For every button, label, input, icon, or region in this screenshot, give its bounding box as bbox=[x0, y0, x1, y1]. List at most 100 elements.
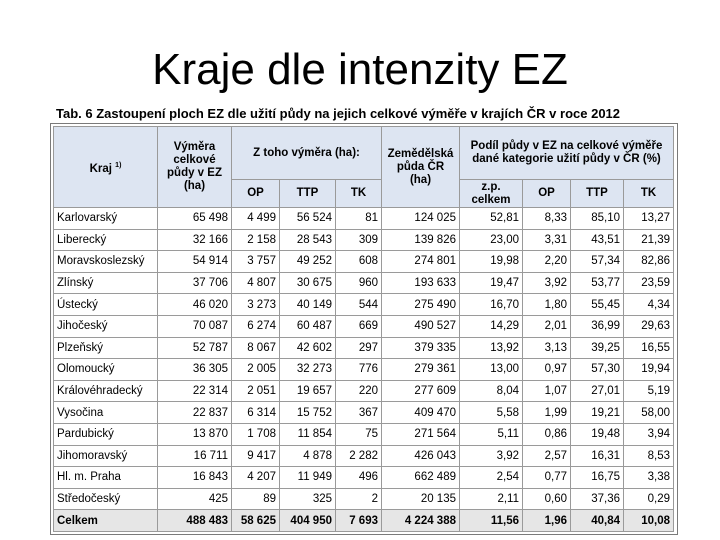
area-cell: 22 837 bbox=[157, 401, 232, 424]
tk-cell: 81 bbox=[335, 207, 382, 230]
share-total-cell: 3,92 bbox=[459, 444, 523, 468]
share-tk-cell: 8,53 bbox=[623, 444, 674, 468]
region-cell: Plzeňský bbox=[53, 336, 158, 360]
header-ttp: TTP bbox=[279, 179, 336, 208]
op-cell: 4 207 bbox=[231, 466, 280, 489]
agri-area-cell: 275 490 bbox=[381, 293, 460, 316]
region-cell: Zlínský bbox=[53, 271, 158, 295]
share-op-cell: 3,13 bbox=[522, 336, 571, 360]
agri-area-cell: 271 564 bbox=[381, 422, 460, 446]
share-total-cell: 2,54 bbox=[459, 466, 523, 489]
header-op: OP bbox=[231, 179, 280, 208]
share-total-cell: 19,98 bbox=[459, 250, 523, 273]
share-ttp-cell: 16,75 bbox=[570, 466, 624, 489]
region-cell: Celkem bbox=[53, 509, 158, 532]
agri-area-cell: 277 609 bbox=[381, 379, 460, 403]
table-frame: Kraj 1) Výměra celkové půdy v EZ (ha) Z … bbox=[50, 123, 678, 535]
region-cell: Jihomoravský bbox=[53, 444, 158, 468]
tk-cell: 7 693 bbox=[335, 509, 382, 532]
area-cell: 22 314 bbox=[157, 379, 232, 403]
table-body: Karlovarský 65 498 4 499 56 524 81 124 025 52,… bbox=[53, 207, 674, 532]
data-table: Kraj 1) Výměra celkové půdy v EZ (ha) Z … bbox=[53, 126, 674, 532]
agri-area-cell: 274 801 bbox=[381, 250, 460, 273]
table-row: Vysočina 22 837 6 314 15 752 367 409 470 5,58 1… bbox=[53, 401, 674, 424]
header-row-2: OP TTP TK z.p. celkem OP TTP TK bbox=[54, 179, 674, 208]
agri-area-cell: 279 361 bbox=[381, 358, 460, 381]
area-cell: 13 870 bbox=[157, 422, 232, 446]
area-cell: 425 bbox=[157, 487, 232, 511]
share-tk-cell: 29,63 bbox=[623, 314, 674, 338]
ttp-cell: 40 149 bbox=[279, 293, 336, 316]
share-ttp-cell: 19,21 bbox=[570, 401, 624, 424]
op-cell: 4 807 bbox=[231, 271, 280, 295]
area-cell: 16 843 bbox=[157, 466, 232, 489]
op-cell: 3 757 bbox=[231, 250, 280, 273]
share-tk-cell: 4,34 bbox=[623, 293, 674, 316]
tk-cell: 669 bbox=[335, 314, 382, 338]
region-cell: Olomoucký bbox=[53, 358, 158, 381]
table-row: Karlovarský 65 498 4 499 56 524 81 124 025 52,… bbox=[53, 207, 674, 230]
region-cell: Karlovarský bbox=[53, 207, 158, 230]
area-cell: 37 706 bbox=[157, 271, 232, 295]
agri-area-cell: 662 489 bbox=[381, 466, 460, 489]
share-tk-cell: 10,08 bbox=[623, 509, 674, 532]
area-cell: 54 914 bbox=[157, 250, 232, 273]
share-ttp-cell: 19,48 bbox=[570, 422, 624, 446]
ttp-cell: 42 602 bbox=[279, 336, 336, 360]
share-tk-cell: 3,38 bbox=[623, 466, 674, 489]
header-tk-pct: TK bbox=[623, 179, 674, 208]
share-total-cell: 14,29 bbox=[459, 314, 523, 338]
tk-cell: 960 bbox=[335, 271, 382, 295]
share-op-cell: 3,31 bbox=[522, 228, 571, 252]
agri-area-cell: 409 470 bbox=[381, 401, 460, 424]
table-row: Ústecký 46 020 3 273 40 149 544 275 490 16,70 1… bbox=[53, 293, 674, 316]
agri-area-cell: 139 826 bbox=[381, 228, 460, 252]
region-cell: Hl. m. Praha bbox=[53, 466, 158, 489]
share-total-cell: 8,04 bbox=[459, 379, 523, 403]
table-row: Plzeňský 52 787 8 067 42 602 297 379 335 13,92… bbox=[53, 336, 674, 360]
share-op-cell: 0,97 bbox=[522, 358, 571, 381]
share-ttp-cell: 36,99 bbox=[570, 314, 624, 338]
share-op-cell: 0,77 bbox=[522, 466, 571, 489]
area-cell: 46 020 bbox=[157, 293, 232, 316]
ttp-cell: 4 878 bbox=[279, 444, 336, 468]
share-ttp-cell: 39,25 bbox=[570, 336, 624, 360]
slide-title: Kraje dle intenzity EZ bbox=[152, 45, 568, 94]
share-total-cell: 13,00 bbox=[459, 358, 523, 381]
total-row: Celkem 488 483 58 625 404 950 7 693 4 224 388… bbox=[53, 509, 674, 532]
region-cell: Vysočina bbox=[53, 401, 158, 424]
share-ttp-cell: 57,34 bbox=[570, 250, 624, 273]
share-op-cell: 0,86 bbox=[522, 422, 571, 446]
region-cell: Pardubický bbox=[53, 422, 158, 446]
tk-cell: 776 bbox=[335, 358, 382, 381]
table-row: Zlínský 37 706 4 807 30 675 960 193 633 19,47 3… bbox=[53, 271, 674, 295]
agri-area-cell: 20 135 bbox=[381, 487, 460, 511]
table-row: Liberecký 32 166 2 158 28 543 309 139 826 23,0… bbox=[53, 228, 674, 252]
ttp-cell: 56 524 bbox=[279, 207, 336, 230]
op-cell: 3 273 bbox=[231, 293, 280, 316]
share-tk-cell: 19,94 bbox=[623, 358, 674, 381]
tk-cell: 496 bbox=[335, 466, 382, 489]
tk-cell: 367 bbox=[335, 401, 382, 424]
share-ttp-cell: 53,77 bbox=[570, 271, 624, 295]
table-row: Královéhradecký 22 314 2 051 19 657 220 277 6… bbox=[53, 379, 674, 403]
ttp-cell: 19 657 bbox=[279, 379, 336, 403]
tk-cell: 297 bbox=[335, 336, 382, 360]
region-cell: Ústecký bbox=[53, 293, 158, 316]
share-total-cell: 11,56 bbox=[459, 509, 523, 532]
ttp-cell: 11 949 bbox=[279, 466, 336, 489]
header-zp-celkem: z.p. celkem bbox=[459, 179, 523, 208]
tk-cell: 75 bbox=[335, 422, 382, 446]
region-cell: Královéhradecký bbox=[53, 379, 158, 403]
region-cell: Liberecký bbox=[53, 228, 158, 252]
agri-area-cell: 379 335 bbox=[381, 336, 460, 360]
header-op-pct: OP bbox=[522, 179, 571, 208]
ttp-cell: 404 950 bbox=[279, 509, 336, 532]
share-op-cell: 0,60 bbox=[522, 487, 571, 511]
share-ttp-cell: 16,31 bbox=[570, 444, 624, 468]
header-vymera: Výměra celkové půdy v EZ (ha) bbox=[157, 126, 232, 208]
share-op-cell: 1,07 bbox=[522, 379, 571, 403]
share-tk-cell: 21,39 bbox=[623, 228, 674, 252]
agri-area-cell: 193 633 bbox=[381, 271, 460, 295]
header-podil: Podíl půdy v EZ na celkové výměře dané k… bbox=[459, 126, 674, 180]
